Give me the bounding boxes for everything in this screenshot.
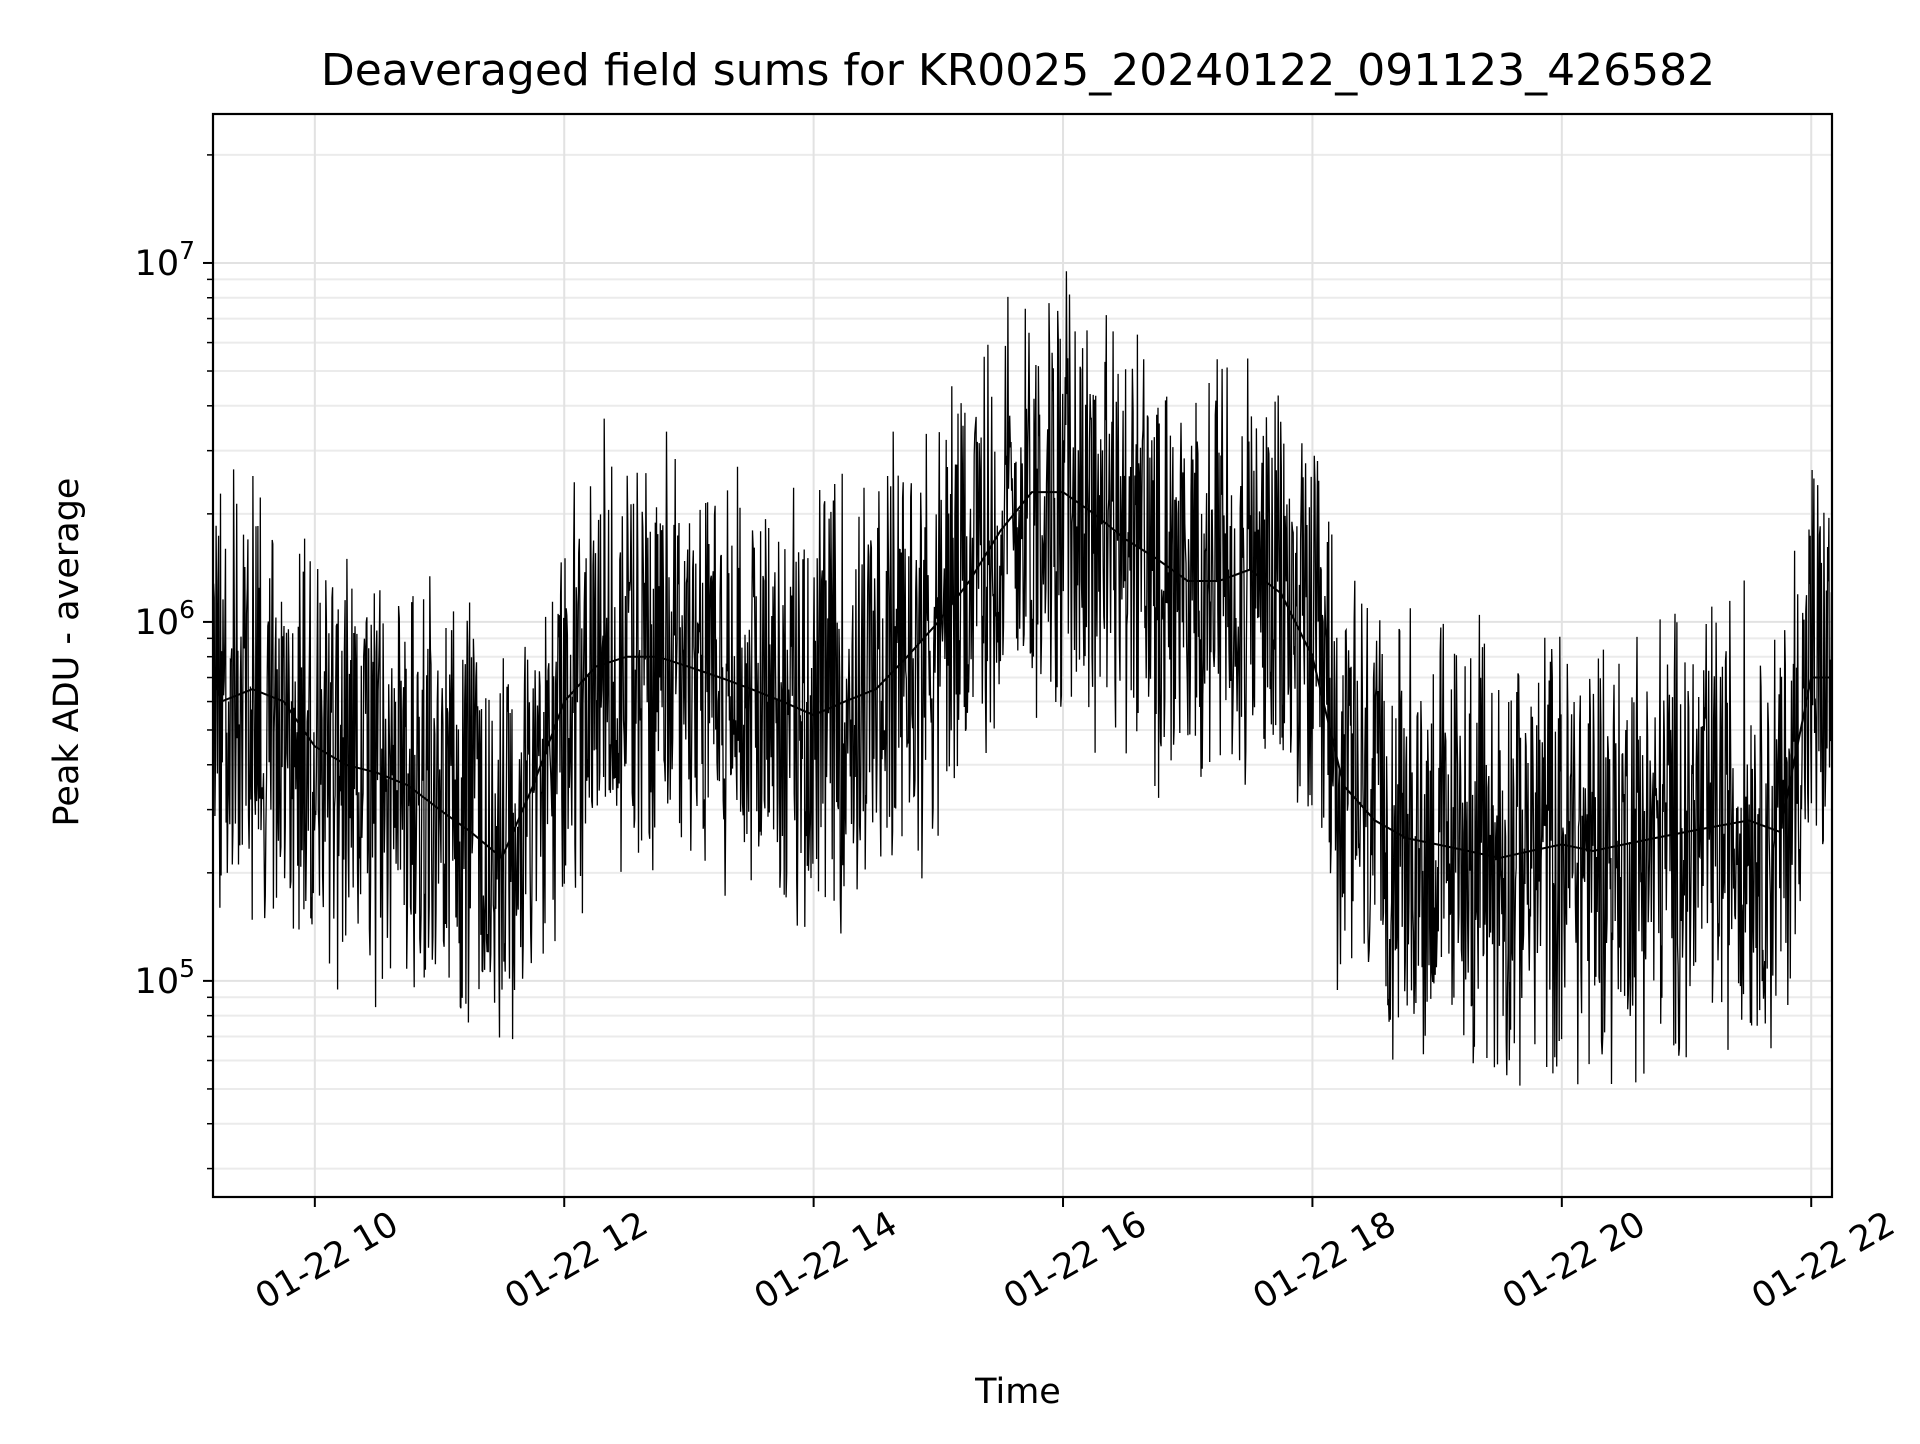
plot-frame: [211, 112, 1834, 1199]
y-axis-label: Peak ADU - average: [47, 478, 87, 827]
data-layer: [212, 271, 1833, 1086]
series-line: [212, 491, 1832, 860]
series-line-detail: [212, 271, 1833, 1086]
grid: [213, 114, 1832, 1197]
y-tick-label: 105: [135, 954, 195, 1002]
y-tick-label: 106: [135, 595, 195, 643]
chart-title: Deaveraged field sums for KR0025_2024012…: [321, 45, 1715, 96]
x-axis-label: Time: [974, 1372, 1061, 1412]
y-tick-label: 107: [135, 236, 195, 284]
